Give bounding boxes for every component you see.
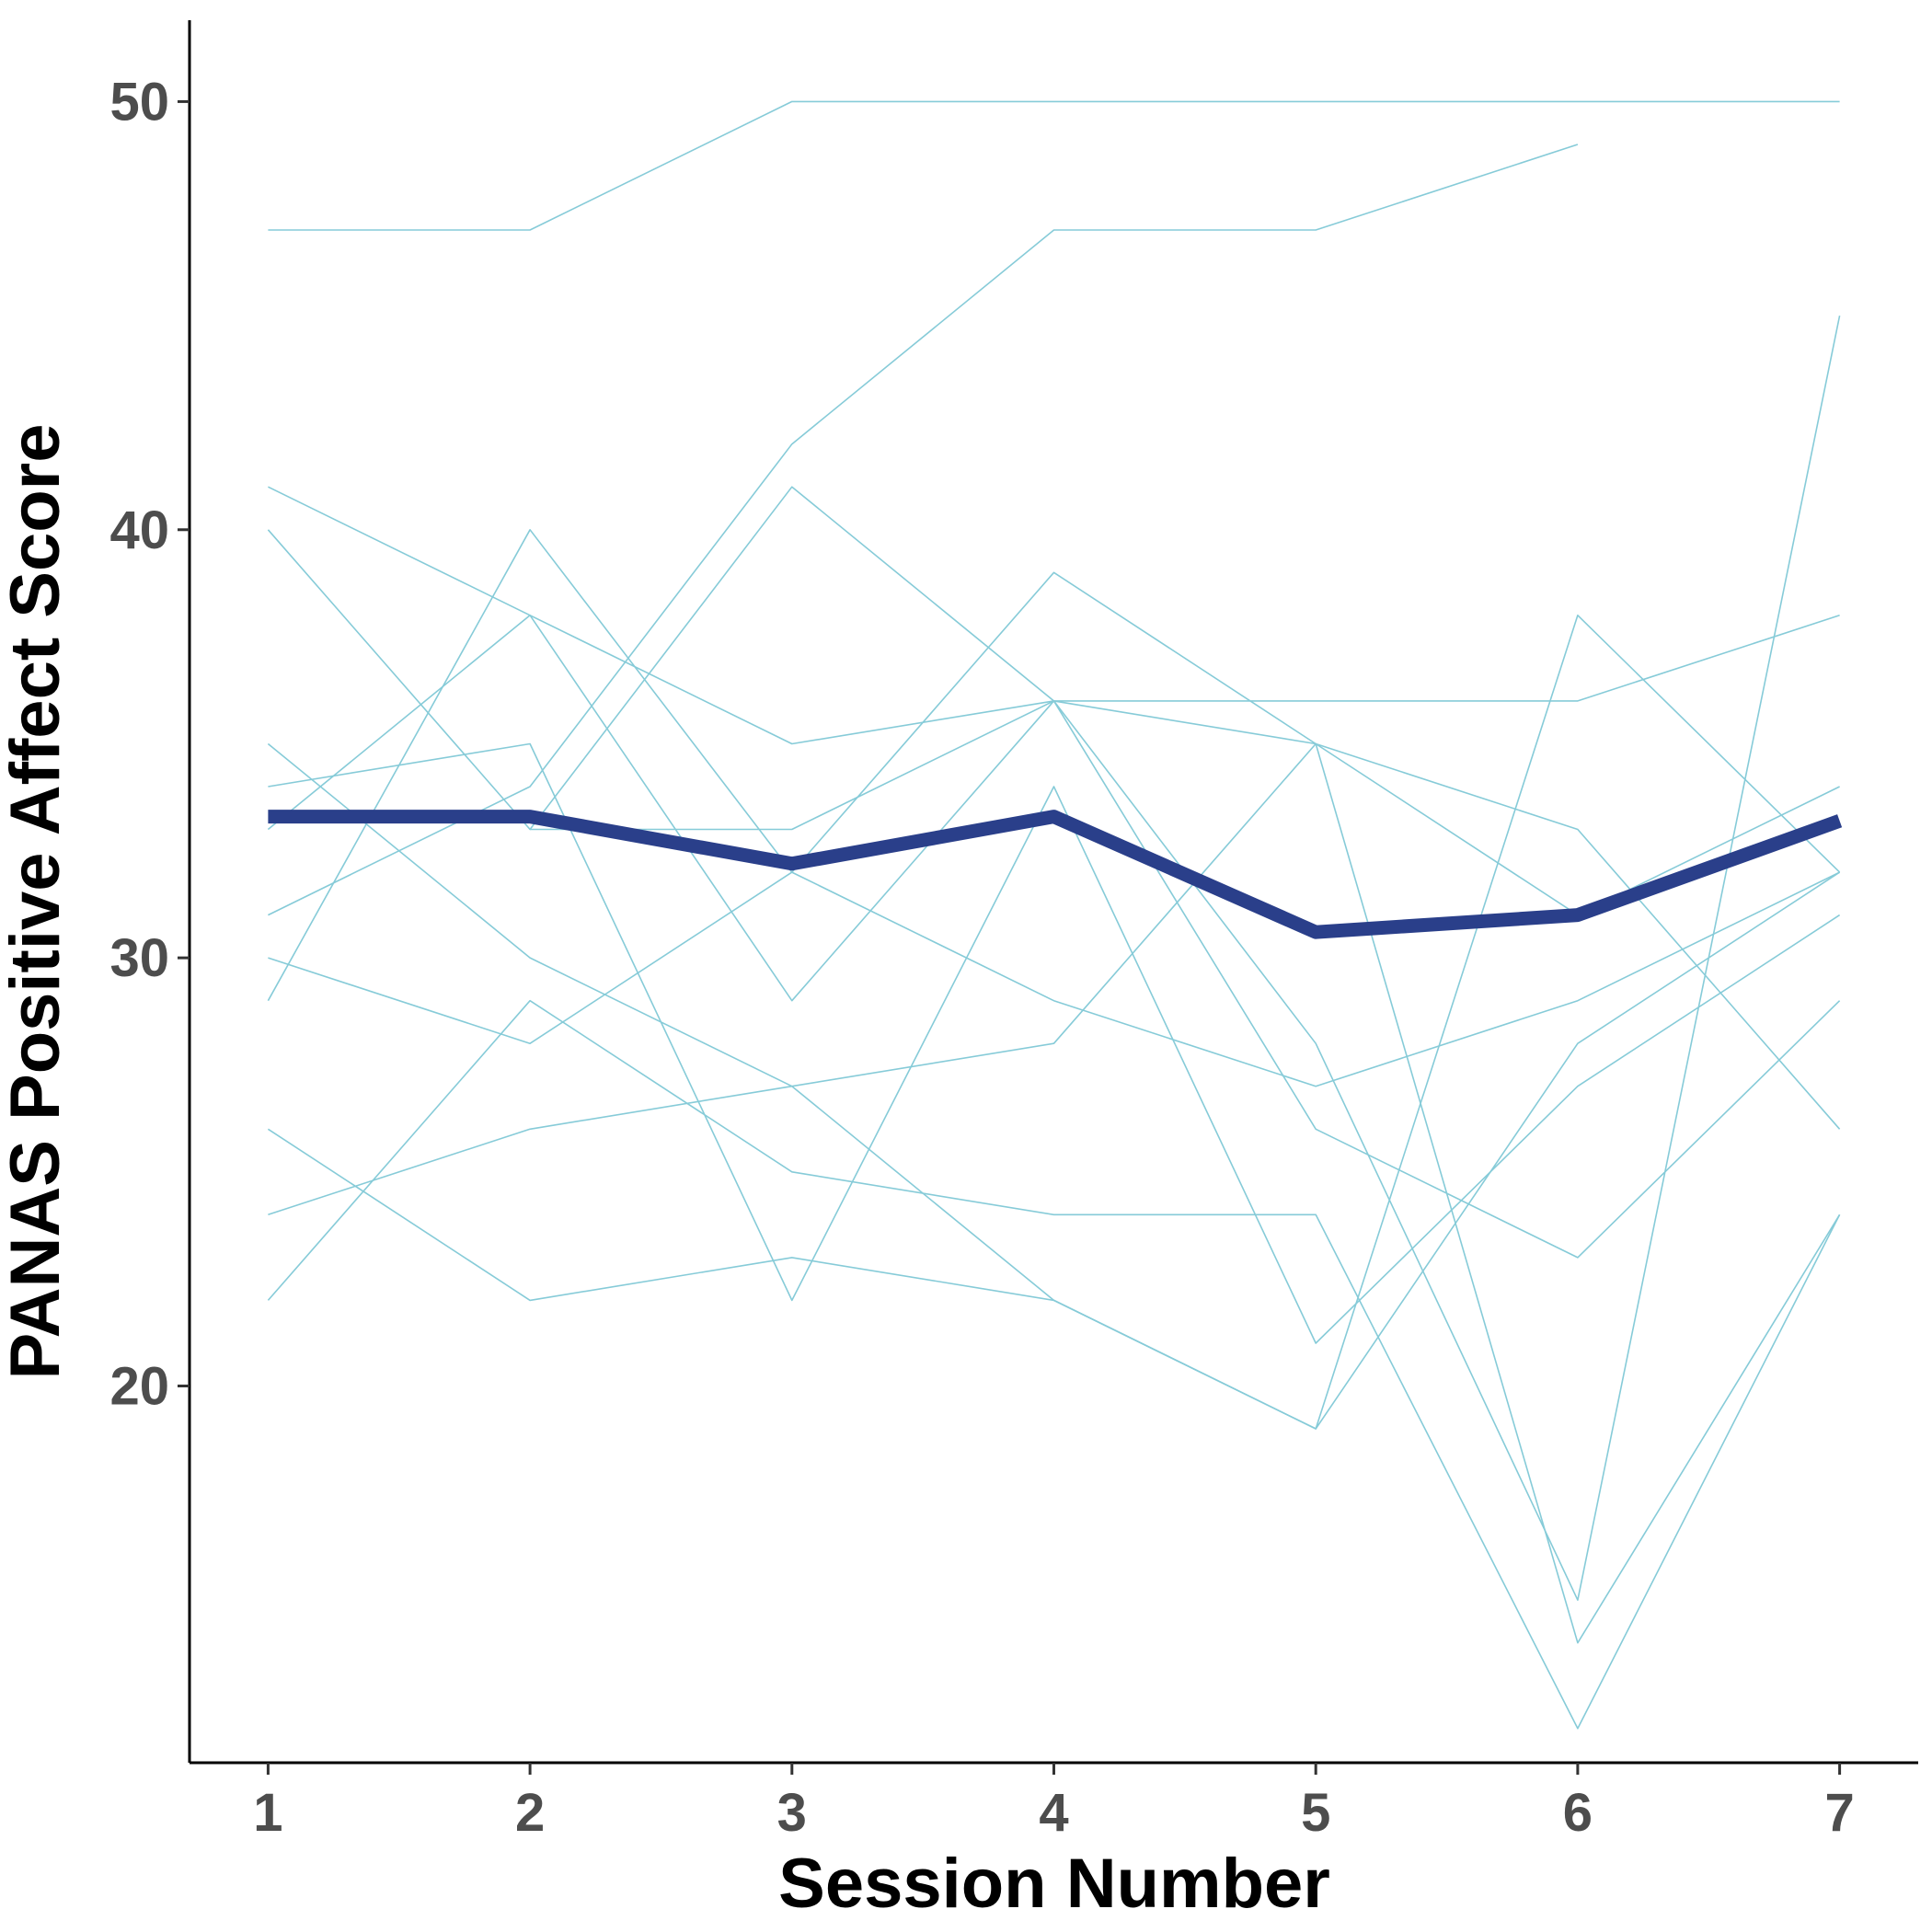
x-tick-label: 1: [253, 1783, 282, 1843]
individual-series-line-13: [530, 315, 1841, 1601]
y-tick-label: 40: [109, 500, 169, 560]
individual-series-line-10: [268, 742, 1841, 1644]
individual-series-line-4: [267, 486, 1841, 1130]
x-tick-label: 4: [1039, 1783, 1068, 1843]
x-axis-title: Session Number: [778, 1845, 1330, 1923]
y-tick-label: 30: [109, 928, 169, 988]
x-tick-label: 7: [1824, 1783, 1854, 1843]
x-tick-label: 5: [1301, 1783, 1330, 1843]
individual-series-line-9: [267, 871, 1841, 1430]
mean-series-line: [268, 810, 1843, 939]
y-tick-label: 20: [109, 1356, 169, 1416]
individual-series-line-5: [267, 529, 1840, 1002]
y-tick-label: 50: [109, 72, 169, 132]
individual-series-line-8: [268, 871, 1840, 1087]
data-lines: [267, 100, 1843, 1730]
individual-series-line-11: [267, 999, 1841, 1730]
x-tick-label: 2: [515, 1783, 545, 1843]
axes: 1 2 3 4 5 6 7 20 30 40 50: [109, 20, 1918, 1843]
y-axis-title: PANAS Positive Affect Score: [0, 424, 75, 1380]
individual-series-line-3: [268, 486, 1840, 745]
individual-series-line-1: [268, 100, 1840, 231]
individual-series-line-7: [268, 742, 1841, 1344]
individual-series-line-2: [268, 144, 1579, 916]
x-tick-label: 6: [1563, 1783, 1593, 1843]
x-tick-label: 3: [777, 1783, 807, 1843]
individual-series-line-6: [267, 615, 1841, 1430]
